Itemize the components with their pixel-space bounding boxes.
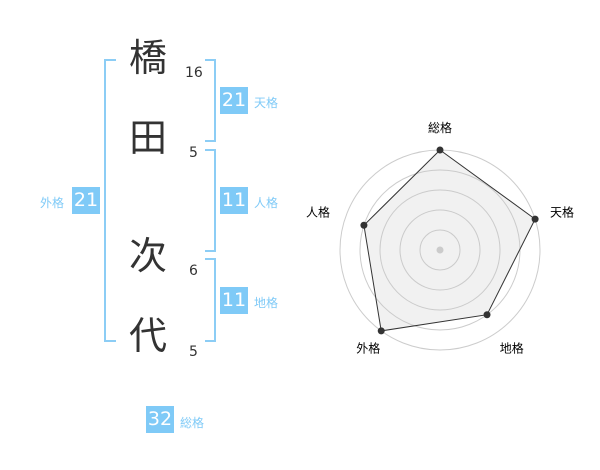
radar-ring: [379, 189, 501, 311]
radar-ring: [399, 209, 481, 291]
radar-axis-label: 人格: [306, 204, 330, 219]
name-char-3: 次: [128, 234, 167, 278]
soukaku-value: 32: [146, 406, 174, 433]
soukaku-label: 総格: [180, 416, 205, 430]
tenkaku-value: 21: [220, 87, 248, 114]
radar-ring: [419, 229, 461, 271]
stroke-count-3: 6: [189, 263, 198, 279]
radar-point-1: [436, 146, 444, 154]
chikaku-value: 11: [220, 287, 248, 314]
name-char-1: 橋: [128, 36, 167, 80]
gaikaku-value: 21: [72, 187, 100, 214]
stroke-count-2: 5: [189, 145, 198, 161]
radar-axis-label: 天格: [550, 204, 574, 219]
jinkaku-label: 人格: [254, 196, 279, 210]
jinkaku-value: 11: [220, 187, 248, 214]
radar-axis-label: 地格: [500, 341, 524, 356]
chikaku-label: 地格: [254, 296, 279, 310]
tenkaku-bracket: [205, 59, 216, 142]
radar-polygon: [363, 149, 536, 332]
stroke-count-4: 5: [189, 344, 198, 360]
radar-axis-label: 総格: [428, 120, 452, 135]
name-char-2: 田: [128, 116, 167, 160]
chikaku-bracket: [205, 258, 216, 342]
name-char-4: 代: [128, 314, 167, 358]
radar-point-3: [483, 311, 491, 319]
radar-center-dot: [436, 246, 444, 254]
gaikaku-bracket: [104, 59, 116, 342]
radar-point-2: [531, 215, 539, 223]
stroke-count-1: 16: [185, 65, 203, 81]
radar-point-5: [360, 221, 368, 229]
tenkaku-label: 天格: [254, 96, 279, 110]
jinkaku-bracket: [205, 149, 216, 252]
radar-axis-label: 外格: [356, 341, 380, 356]
gaikaku-label: 外格: [40, 196, 65, 210]
radar-point-4: [377, 327, 385, 335]
